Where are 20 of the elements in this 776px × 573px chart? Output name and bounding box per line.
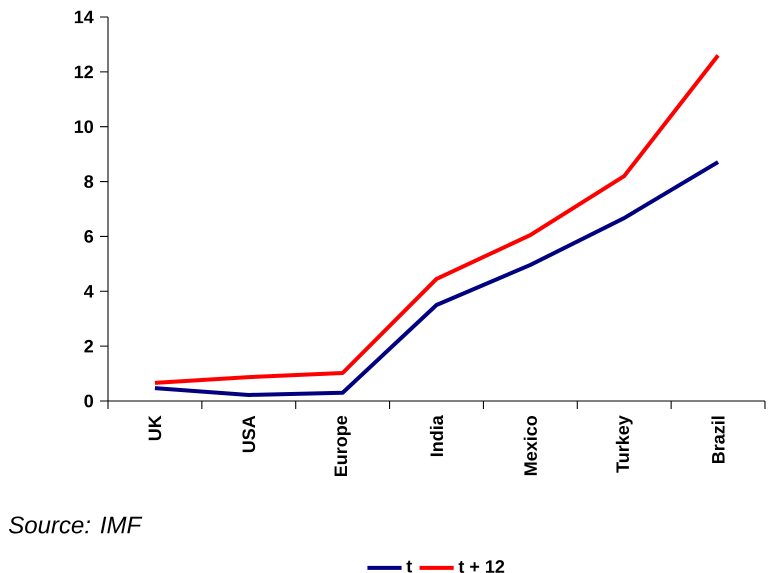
x-tick-label: Turkey: [616, 415, 633, 473]
y-tick-label: 8: [84, 175, 94, 188]
x-tick-label: Mexico: [524, 416, 537, 476]
source-note: Source: IMF: [8, 516, 142, 534]
x-tick-label: UK: [148, 415, 162, 440]
y-tick-label: 2: [84, 340, 94, 352]
x-tick-label: USA: [242, 416, 256, 452]
y-tick-label: 14: [74, 10, 94, 24]
y-tick-label: 0: [84, 394, 94, 408]
line-series: [152, 53, 720, 385]
legend-label: t: [406, 560, 412, 573]
y-tick-label: 10: [74, 120, 94, 134]
y-tick-label: 12: [74, 66, 94, 78]
y-tick-label: 4: [84, 285, 94, 298]
legend-label: t + 12: [458, 560, 504, 573]
line-series: [152, 160, 720, 397]
x-tick-label: India: [430, 415, 444, 456]
x-tick-label: Europe: [334, 416, 351, 476]
y-tick-label: 6: [84, 230, 94, 243]
x-tick-label: Brazil: [711, 416, 725, 464]
